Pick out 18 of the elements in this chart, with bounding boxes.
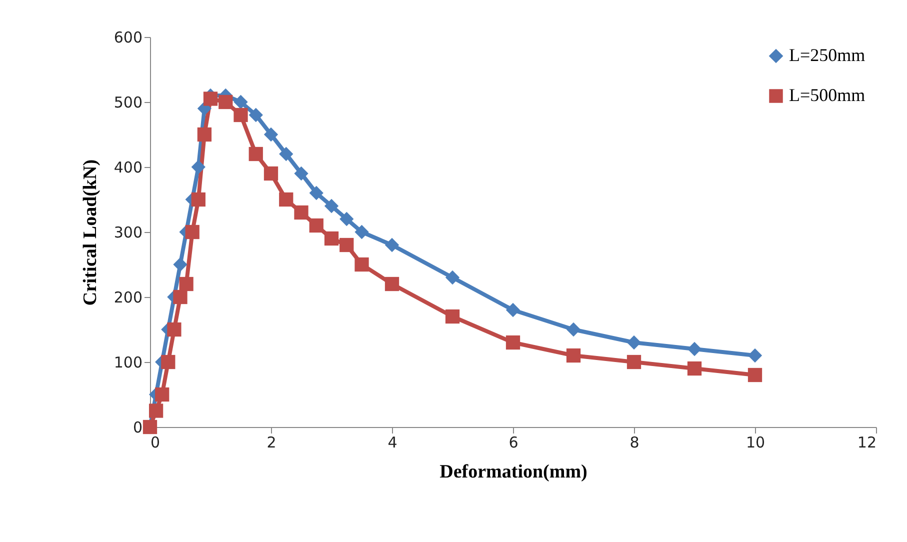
y-tick-label: 500 <box>114 94 142 112</box>
legend-label: L=250mm <box>789 45 866 65</box>
y-tick-label: 0 <box>132 418 142 436</box>
legend-label: L=500mm <box>789 85 866 105</box>
x-tick-label: 12 <box>857 434 876 452</box>
y-tick-label: 300 <box>114 224 142 242</box>
x-tick-label: 0 <box>150 434 160 452</box>
x-tick-label: 8 <box>630 434 640 452</box>
y-axis-title: Critical Load(kN) <box>80 159 101 306</box>
y-tick-label: 600 <box>114 28 142 46</box>
x-tick-label: 4 <box>388 434 398 452</box>
x-tick-label: 2 <box>266 434 276 452</box>
x-tick-label: 10 <box>746 434 766 452</box>
y-tick-label: 400 <box>114 158 142 176</box>
y-tick-label: 200 <box>114 288 142 306</box>
y-tick-label: 100 <box>114 354 142 372</box>
x-axis-title: Deformation(mm) <box>440 462 588 482</box>
x-tick-label: 6 <box>508 434 518 452</box>
